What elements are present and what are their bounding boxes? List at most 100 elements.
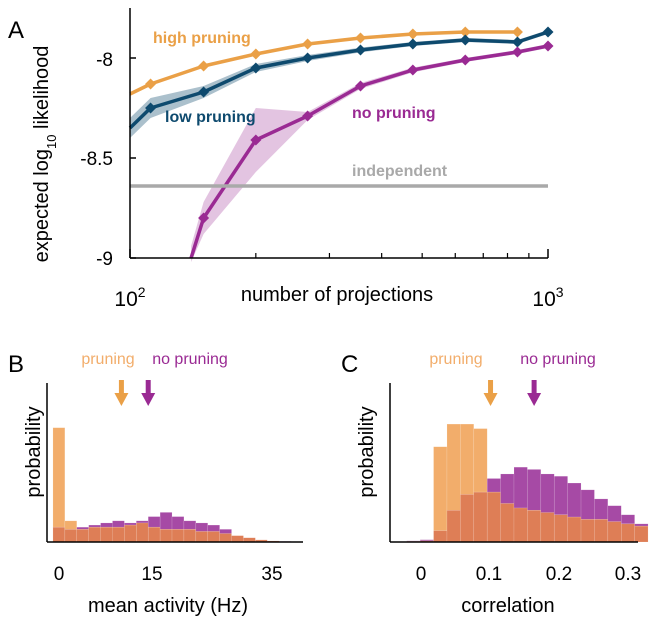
- marker-no-pruning: [542, 40, 554, 52]
- bar-pruning: [460, 423, 475, 495]
- marker-high-pruning: [198, 60, 210, 72]
- bar-overlap: [594, 519, 609, 543]
- y-tick-label: -8: [96, 50, 113, 71]
- marker-high-pruning: [250, 48, 262, 60]
- x-tick-label: 0.2: [546, 564, 572, 585]
- bar-pruning: [52, 427, 66, 528]
- marker-label-no-pruning: no pruning: [152, 351, 228, 368]
- x-tick-label: 15: [141, 564, 162, 585]
- bar-no-pruning: [171, 516, 185, 530]
- bar-no-pruning: [580, 489, 595, 520]
- bar-no-pruning: [124, 522, 137, 526]
- bar-overlap: [112, 526, 125, 543]
- panel-b-x-axis-label: mean activity (Hz): [88, 595, 248, 617]
- panel-c-label: C: [341, 351, 358, 378]
- panel-c: C pruning no pruning probability correla…: [341, 351, 649, 617]
- bar-overlap: [64, 529, 78, 543]
- panel-c-x-axis-label: correlation: [461, 595, 554, 617]
- x-tick-base: 10: [532, 288, 555, 311]
- bar-overlap: [183, 529, 197, 543]
- bar-overlap: [540, 512, 555, 543]
- marker-high-pruning: [355, 32, 367, 44]
- bar-pruning: [433, 446, 448, 531]
- series-label-no-pruning: no pruning: [352, 105, 436, 122]
- bar-overlap: [513, 507, 528, 543]
- bar-overlap: [580, 519, 595, 543]
- bar-overlap: [147, 526, 161, 543]
- bar-no-pruning: [159, 512, 173, 530]
- bar-overlap: [52, 526, 66, 543]
- marker-no-pruning: [459, 54, 471, 66]
- marker-no-pruning: [250, 134, 262, 146]
- panel-b-y-axis-label: probability: [23, 406, 45, 497]
- bar-overlap: [88, 526, 101, 543]
- bar-overlap: [620, 523, 635, 543]
- bar-no-pruning: [76, 526, 89, 530]
- marker-label-pruning: pruning: [81, 351, 134, 368]
- bar-no-pruning: [513, 466, 528, 509]
- bar-overlap: [634, 525, 649, 543]
- bar-no-pruning: [500, 473, 515, 504]
- marker-high-pruning: [145, 78, 157, 90]
- x-tick-base: 10: [114, 288, 137, 311]
- bar-no-pruning: [527, 469, 542, 511]
- bar-pruning: [473, 428, 488, 493]
- panel-a-lines: [128, 30, 549, 259]
- bar-no-pruning: [634, 523, 649, 527]
- panel-c-axes: [389, 383, 638, 543]
- bar-no-pruning: [147, 516, 161, 528]
- arrow-shaft-pruning: [118, 380, 124, 395]
- marker-low-pruning: [250, 62, 262, 74]
- bar-no-pruning: [183, 520, 197, 530]
- marker-no-pruning: [407, 64, 419, 76]
- bar-overlap: [124, 524, 137, 543]
- marker-label-pruning: pruning: [429, 351, 482, 368]
- x-tick-label: 0.3: [615, 564, 641, 585]
- x-tick-label: 0: [54, 564, 65, 585]
- panel-a-label: A: [8, 17, 24, 44]
- bar-overlap: [553, 514, 568, 543]
- marker-label-no-pruning: no pruning: [520, 351, 596, 368]
- series-label-independent: independent: [352, 163, 448, 180]
- arrow-shaft-no-pruning: [145, 380, 151, 395]
- bar-overlap: [473, 491, 488, 543]
- panel-a-y-axis-label: expected log10 likelihood: [31, 46, 59, 263]
- panel-c-bars: [406, 423, 649, 543]
- x-tick-label-1000: 103: [532, 284, 563, 311]
- panel-a-bands: [130, 30, 548, 262]
- bar-overlap: [486, 491, 501, 543]
- x-tick-exponent: 3: [556, 284, 564, 300]
- y-tick-label: -8.5: [80, 149, 113, 170]
- bar-overlap: [500, 503, 515, 543]
- y-label-part-1: expected log: [31, 149, 53, 262]
- bar-no-pruning: [195, 522, 208, 532]
- panel-b-label: B: [8, 351, 24, 378]
- bar-overlap: [527, 510, 542, 543]
- marker-low-pruning: [302, 52, 314, 64]
- marker-low-pruning: [198, 86, 210, 98]
- bar-overlap: [433, 530, 448, 543]
- x-tick-label: 35: [261, 564, 282, 585]
- arrow-head-no-pruning: [527, 393, 542, 406]
- marker-no-pruning: [511, 46, 523, 58]
- arrow-head-pruning: [114, 393, 129, 406]
- bar-overlap: [567, 516, 582, 543]
- bar-overlap: [207, 531, 220, 543]
- bar-no-pruning: [112, 520, 125, 528]
- bar-overlap: [195, 531, 208, 543]
- series-label-high-pruning: high pruning: [153, 30, 251, 47]
- panel-c-y-axis-label: probability: [356, 406, 378, 497]
- bar-no-pruning: [620, 514, 635, 525]
- bar-pruning: [64, 520, 78, 530]
- bar-overlap: [76, 529, 89, 543]
- marker-high-pruning: [407, 28, 419, 40]
- bar-no-pruning: [553, 475, 568, 516]
- marker-low-pruning: [145, 102, 157, 114]
- panel-c-markers: [483, 380, 542, 406]
- marker-no-pruning: [355, 80, 367, 92]
- marker-high-pruning: [459, 26, 471, 38]
- x-tick-label: 0.1: [476, 564, 502, 585]
- y-tick-label: -9: [96, 249, 113, 270]
- arrow-head-pruning: [483, 393, 498, 406]
